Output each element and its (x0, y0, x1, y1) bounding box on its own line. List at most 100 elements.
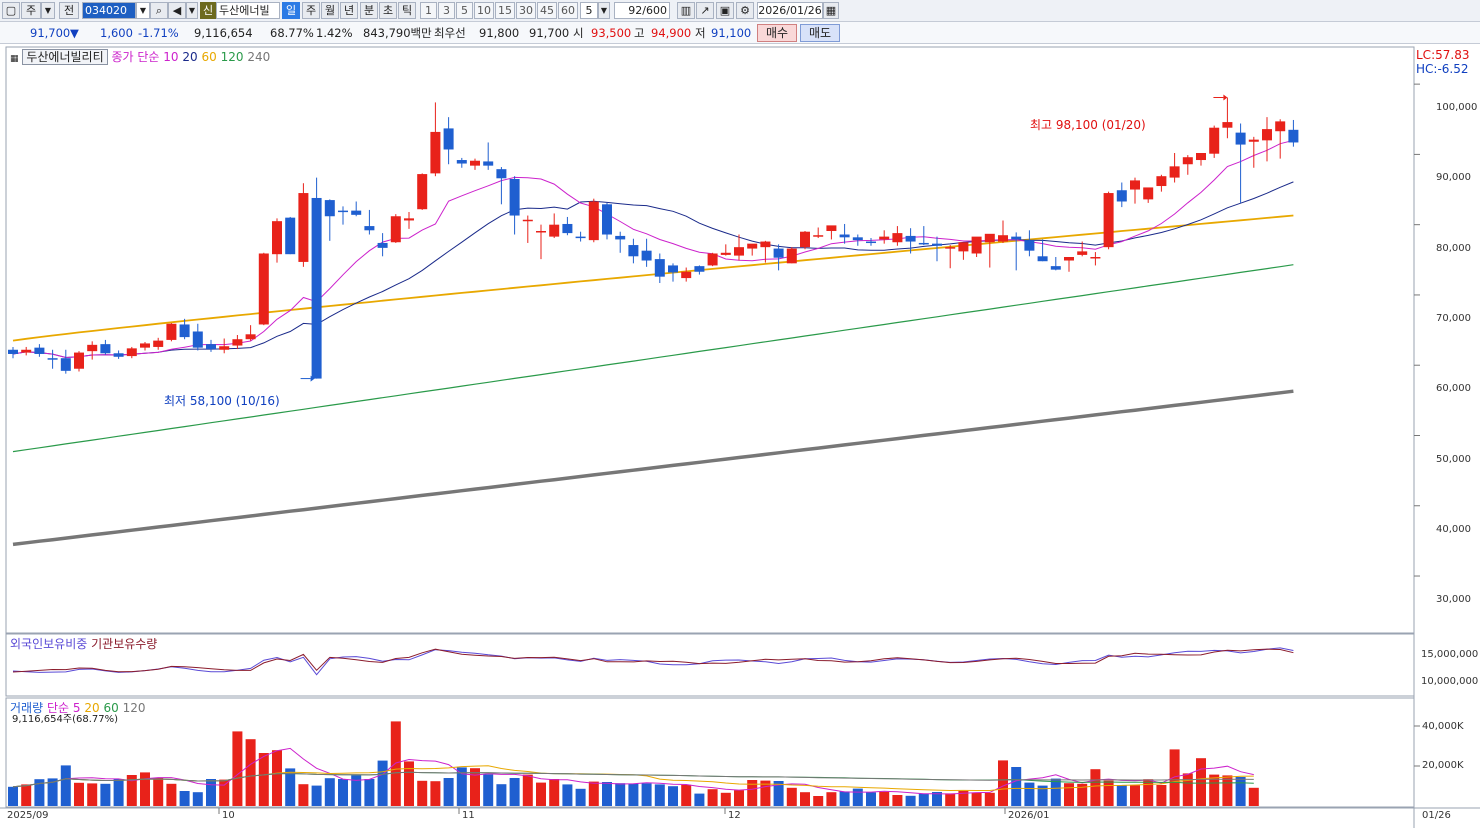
candle-body-97 (1288, 129, 1299, 143)
volume-bar-85 (1130, 785, 1140, 806)
candle-body-8 (113, 353, 124, 357)
settings-gear-icon[interactable]: ⚙ (736, 2, 754, 19)
volume-bar-76 (1011, 767, 1022, 806)
period-3-label: 3 (443, 4, 450, 17)
period-3[interactable]: 3 (438, 2, 455, 19)
stock-code-input[interactable]: 034020 (82, 2, 136, 19)
period-10[interactable]: 10 (474, 2, 494, 19)
candle-body-81 (1077, 251, 1088, 255)
ma-legend-prefix: 종가 단순 (111, 50, 160, 64)
volume-bar-11 (153, 778, 164, 806)
candle-body-44 (588, 201, 599, 241)
candle-body-59 (786, 248, 797, 264)
market-selector[interactable]: 주 (21, 2, 41, 19)
count-input[interactable]: 92/600 (614, 2, 670, 19)
candle-body-32 (430, 131, 441, 174)
candle-body-73 (971, 236, 982, 254)
volume-bar-7 (100, 783, 111, 806)
stock-chart[interactable] (0, 44, 1480, 828)
volume-bar-9 (126, 775, 137, 806)
date-label-2025-09: 2025/09 (7, 810, 49, 821)
stock-code-dropdown-icon[interactable]: ▼ (136, 2, 150, 19)
volume-ma-20: 20 (84, 701, 100, 715)
stock-name-box[interactable]: 두산에너빌리티 (22, 49, 108, 65)
save-icon[interactable]: ▣ (716, 2, 734, 19)
volume-legend: 거래량 단순 5 20 60 120 (10, 701, 145, 715)
all-button[interactable]: 전 (59, 2, 79, 19)
volume-bar-65 (866, 792, 876, 806)
chart-window-icon[interactable]: ▢ (2, 2, 20, 19)
speaker-dropdown-icon[interactable]: ▼ (186, 2, 198, 19)
volume-bar-5 (74, 782, 84, 806)
volume-bar-33 (443, 778, 454, 806)
tab-year[interactable]: 년 (340, 2, 358, 19)
buy-button[interactable]: 매수 (757, 24, 797, 42)
volume-ma-prefix: 단순 (46, 701, 70, 715)
date-input[interactable]: 2026/01/26 (757, 2, 823, 19)
volume-bar-47 (628, 783, 639, 806)
volume-bar-93 (1235, 777, 1246, 806)
volume-bar-90 (1196, 758, 1206, 806)
period-60[interactable]: 60 (558, 2, 578, 19)
volume-bar-64 (852, 788, 863, 806)
candle-body-61 (813, 235, 824, 237)
volume-bar-17 (232, 731, 243, 806)
volume-bar-15 (206, 779, 216, 806)
candle-body-62 (826, 225, 837, 231)
settings-small-icon[interactable]: ▦ (10, 54, 19, 64)
period-1[interactable]: 1 (420, 2, 437, 19)
candle-style-icon[interactable]: ▥ (677, 2, 695, 19)
candle-body-90 (1196, 153, 1206, 161)
tab-second[interactable]: 초 (379, 2, 397, 19)
ma-240-line (12, 389, 1294, 547)
tab-week[interactable]: 주 (302, 2, 320, 19)
holding-panel-frame (5, 633, 1415, 697)
tab-month[interactable]: 월 (321, 2, 339, 19)
volume-summary: 9,116,654주(68.77%) (12, 714, 119, 725)
candle-body-23 (311, 197, 322, 379)
volume-bar-4 (60, 765, 71, 806)
period-15[interactable]: 15 (495, 2, 515, 19)
candle-body-89 (1182, 157, 1193, 165)
candle-body-34 (456, 160, 467, 164)
volume-bar-92 (1222, 775, 1233, 806)
candle-body-64 (852, 237, 863, 241)
date-label-10: 10 (222, 810, 235, 821)
volume-bar-35 (470, 768, 480, 806)
ma-120-line (12, 264, 1294, 453)
period-5[interactable]: 5 (456, 2, 473, 19)
volume-ma-5-line (12, 747, 1254, 795)
sell-button[interactable]: 매도 (800, 24, 840, 42)
calendar-icon[interactable]: ▦ (823, 2, 839, 19)
volume-bar-12 (166, 783, 177, 806)
ma-10-line (12, 139, 1294, 359)
tab-tick[interactable]: 틱 (398, 2, 416, 19)
candle-body-48 (641, 250, 652, 261)
volume-bar-0 (8, 786, 18, 806)
volume-bar-42 (562, 784, 573, 806)
speaker-icon[interactable]: ◀ (168, 2, 186, 19)
period-45[interactable]: 45 (537, 2, 557, 19)
period-30[interactable]: 30 (516, 2, 536, 19)
volume-bar-29 (390, 721, 401, 806)
tab-minute[interactable]: 분 (360, 2, 378, 19)
volume-ma-120: 120 (122, 701, 146, 715)
candle-body-88 (1169, 166, 1180, 178)
y-label-60000: 60,000 (1436, 383, 1471, 394)
y-label-90000: 90,000 (1436, 172, 1471, 183)
quote-bar: 91,700 ▼ 1,600 -1.71% 9,116,654 68.77% 1… (0, 22, 1480, 44)
volume-bar-83 (1103, 780, 1114, 806)
search-icon[interactable]: ⌕ (150, 2, 168, 19)
candle-body-95 (1262, 129, 1272, 141)
tools-icon[interactable]: ↗ (696, 2, 714, 19)
ma-legend-60: 60 (201, 50, 217, 64)
period-select-dropdown-icon[interactable]: ▼ (598, 2, 610, 19)
stock-name-field: 두산에너빌 (216, 2, 280, 19)
period-select[interactable]: 5 (580, 2, 598, 19)
market-dropdown-icon[interactable]: ▼ (41, 2, 55, 19)
tab-day[interactable]: 일 (282, 2, 300, 19)
candle-body-68 (905, 235, 916, 242)
volume-bar-46 (615, 783, 626, 806)
tab-minute-label: 분 (363, 4, 375, 17)
volume-bar-19 (258, 753, 269, 806)
